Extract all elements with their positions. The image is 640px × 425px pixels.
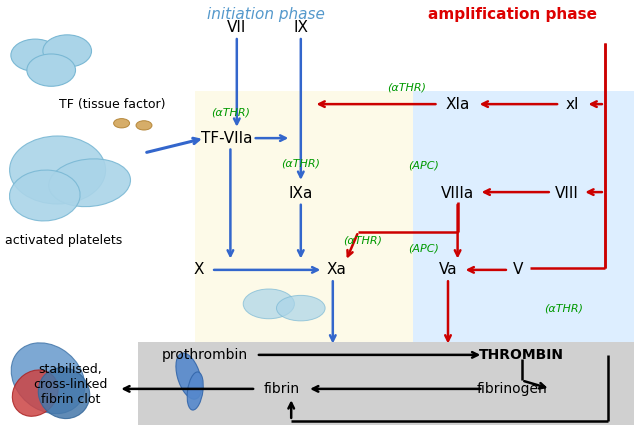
Ellipse shape <box>114 119 129 128</box>
Ellipse shape <box>38 368 90 419</box>
Bar <box>413 91 634 344</box>
Ellipse shape <box>187 372 204 410</box>
Text: stabilised,
cross-linked
fibrin clot: stabilised, cross-linked fibrin clot <box>33 363 108 406</box>
Text: XIa: XIa <box>445 96 470 112</box>
Text: initiation phase: initiation phase <box>207 7 324 23</box>
Bar <box>138 342 634 425</box>
Text: X: X <box>193 262 204 278</box>
Ellipse shape <box>12 370 58 416</box>
Text: IX: IX <box>293 20 308 35</box>
Text: (αTHR): (αTHR) <box>211 108 250 118</box>
Ellipse shape <box>276 295 325 321</box>
Text: (αTHR): (αTHR) <box>282 159 320 169</box>
Ellipse shape <box>10 136 106 204</box>
Text: (αTHR): (αTHR) <box>544 303 582 313</box>
Text: Xa: Xa <box>326 262 346 278</box>
Text: TF (tissue factor): TF (tissue factor) <box>59 98 165 110</box>
Text: (APC): (APC) <box>408 161 439 171</box>
Text: (αTHR): (αTHR) <box>344 235 382 245</box>
Text: (αTHR): (αTHR) <box>387 82 426 92</box>
Text: THROMBIN: THROMBIN <box>479 348 564 362</box>
Ellipse shape <box>243 289 294 319</box>
Text: xI: xI <box>566 96 580 112</box>
Text: amplification phase: amplification phase <box>428 7 596 23</box>
Text: (APC): (APC) <box>408 244 439 254</box>
Text: VII: VII <box>227 20 246 35</box>
Ellipse shape <box>176 353 202 399</box>
Ellipse shape <box>27 54 76 86</box>
Ellipse shape <box>49 159 131 207</box>
Text: VIII: VIII <box>554 186 579 201</box>
Ellipse shape <box>10 170 80 221</box>
Text: VIIIa: VIIIa <box>441 186 474 201</box>
Text: fibrin: fibrin <box>264 382 300 396</box>
Ellipse shape <box>43 35 92 67</box>
Text: TF-VIIa: TF-VIIa <box>202 130 253 146</box>
Text: V: V <box>513 262 524 278</box>
Text: prothrombin: prothrombin <box>162 348 248 362</box>
Ellipse shape <box>136 121 152 130</box>
Ellipse shape <box>11 343 85 414</box>
Text: Va: Va <box>438 262 458 278</box>
Bar <box>195 91 413 344</box>
Text: fibrinogen: fibrinogen <box>477 382 547 396</box>
Ellipse shape <box>11 39 60 71</box>
Text: activated platelets: activated platelets <box>5 234 123 246</box>
Text: IXa: IXa <box>289 186 313 201</box>
